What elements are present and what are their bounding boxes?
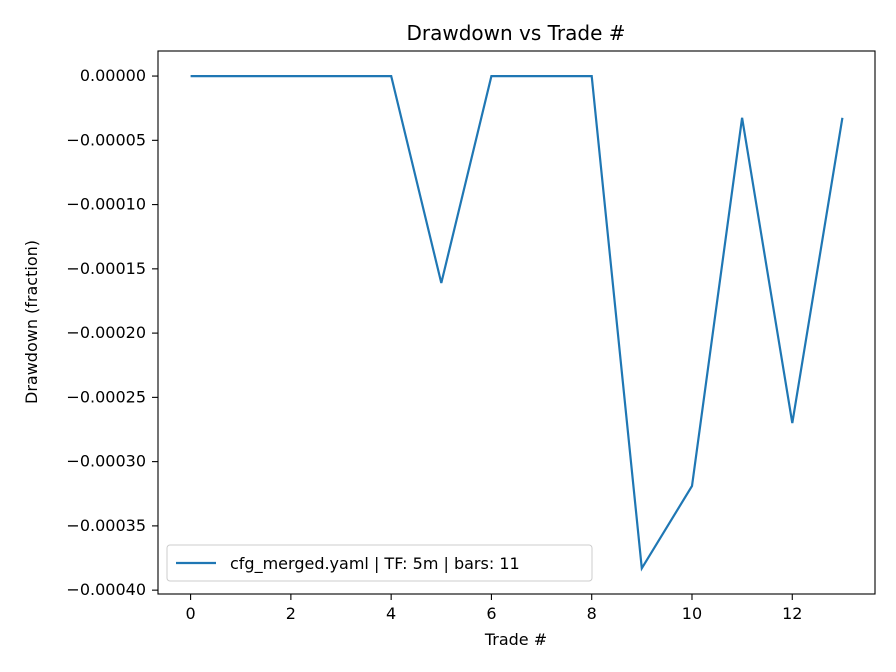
x-tick-label: 12 <box>782 604 802 623</box>
x-tick-label: 10 <box>682 604 702 623</box>
y-tick-label: −0.00015 <box>66 259 146 278</box>
y-tick-label: −0.00030 <box>66 452 146 471</box>
y-tick-label: −0.00005 <box>66 130 146 149</box>
chart-title: Drawdown vs Trade # <box>406 21 625 45</box>
y-tick-label: −0.00035 <box>66 516 146 535</box>
plot-frame <box>157 50 876 595</box>
x-tick-label: 0 <box>185 604 195 623</box>
legend-box <box>166 544 593 582</box>
x-axis-label: Trade # <box>484 630 547 649</box>
y-tick-label: 0.00000 <box>80 66 146 85</box>
x-tick-label: 2 <box>286 604 296 623</box>
y-tick-label: −0.00010 <box>66 195 146 214</box>
x-axis-ticks: 0 2 4 6 8 10 12 <box>185 594 802 623</box>
x-tick-label: 6 <box>486 604 496 623</box>
x-tick-label: 4 <box>386 604 396 623</box>
y-axis-ticks: 0.00000 −0.00005 −0.00010 −0.00015 −0.00020 −… <box>66 66 158 599</box>
x-tick-label: 8 <box>587 604 597 623</box>
y-tick-label: −0.00040 <box>66 580 146 599</box>
legend-label: cfg_merged.yaml | TF: 5m | bars: 11 <box>230 554 520 574</box>
y-tick-label: −0.00025 <box>66 387 146 406</box>
series-line <box>190 74 844 572</box>
legend: cfg_merged.yaml | TF: 5m | bars: 11 <box>166 544 593 582</box>
y-axis-label: Drawdown (fraction) <box>22 240 41 404</box>
y-tick-label: −0.00020 <box>66 323 146 342</box>
